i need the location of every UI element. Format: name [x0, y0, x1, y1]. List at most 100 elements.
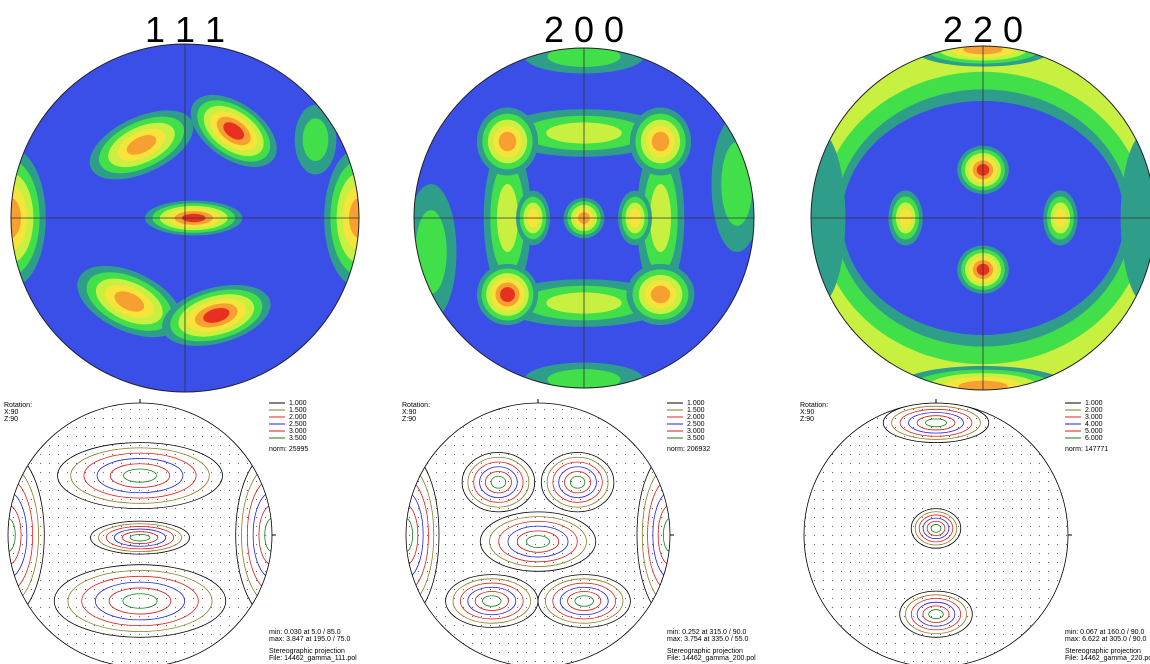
legend-label: 2.000 — [687, 414, 705, 421]
intensity-region — [650, 285, 671, 304]
panel-title: 2 2 0 — [943, 9, 1023, 50]
max-label: max: 3.847 at 195.0 / 75.0 — [269, 636, 350, 643]
contour-line — [489, 516, 587, 567]
panel-title: 1 1 1 — [145, 9, 225, 50]
contour-line — [930, 524, 942, 533]
contour-line — [473, 461, 524, 503]
legend-label: 5.000 — [1085, 428, 1103, 435]
intensity-region — [651, 131, 670, 152]
legend-label: 2.500 — [289, 421, 307, 428]
legend-label: 1.000 — [1085, 400, 1103, 407]
contour-line — [891, 405, 981, 440]
contour-line — [663, 518, 670, 552]
contour-line — [467, 456, 530, 508]
intensity-region — [114, 291, 145, 312]
intensity-region — [223, 122, 245, 140]
legend-label: 6.000 — [1085, 435, 1103, 442]
projection-label: Stereographic projection — [667, 648, 743, 655]
contour-line — [910, 508, 962, 549]
contour-line — [925, 418, 947, 428]
intensity-region — [302, 118, 329, 162]
contour-line — [916, 601, 956, 627]
contour-line — [121, 531, 159, 544]
legend-label: 1.000 — [687, 400, 705, 407]
contour-line — [123, 468, 157, 483]
contour-line — [94, 581, 186, 621]
contour-line — [922, 605, 950, 623]
contour-line — [406, 478, 429, 592]
norm-label: norm: 25995 — [269, 446, 308, 453]
rotation-label: X:90 — [800, 409, 815, 416]
contour-line — [567, 591, 602, 611]
panel-title: 2 0 0 — [544, 9, 624, 50]
rotation-label: Rotation: — [4, 402, 32, 409]
contour-line — [899, 408, 973, 437]
contour-line — [922, 517, 950, 540]
contour-line — [882, 403, 990, 443]
contour-line — [129, 533, 151, 542]
contour-line — [8, 465, 39, 605]
outline — [10, 43, 360, 393]
intensity-region — [498, 131, 517, 152]
contour-line — [552, 461, 603, 503]
min-label: min: 0.067 at 160.0 / 90.0 — [1065, 629, 1144, 636]
contour-line — [108, 587, 172, 615]
contour-line — [905, 594, 967, 635]
contour-line — [636, 452, 670, 618]
legend-label: 3.500 — [289, 435, 307, 442]
contour-line — [83, 452, 197, 499]
contour-line — [926, 520, 946, 536]
contour-line — [98, 523, 182, 552]
rotation-label: Z:90 — [800, 416, 814, 423]
contour-line — [8, 491, 28, 579]
intensity-region — [126, 135, 157, 155]
intensity-region — [11, 185, 28, 251]
intensity-region — [415, 210, 447, 294]
min-label: min: 0.252 at 315.0 / 90.0 — [667, 629, 746, 636]
contour-line — [406, 518, 413, 552]
panel: 1 1 1 Rotation:X:90Z:90 1.0001.5002.0002.5… — [4, 9, 360, 664]
contour-line — [559, 586, 609, 616]
contour-line — [914, 511, 958, 546]
contour-line — [258, 504, 272, 566]
norm-label: norm: 206932 — [667, 446, 710, 453]
legend-label: 1.500 — [289, 407, 307, 414]
contour-line — [67, 570, 213, 632]
legend-label: 3.000 — [289, 428, 307, 435]
contour-line — [546, 456, 609, 508]
contour-line — [507, 525, 569, 558]
contour-line — [467, 586, 517, 616]
contour-line — [482, 595, 502, 607]
contour-line — [899, 590, 973, 638]
contour-line — [916, 415, 956, 431]
contour-line — [57, 442, 223, 510]
file-label: File: 14462_gamma_200.pol — [667, 655, 756, 662]
file-label: File: 14462_gamma_220.pol — [1065, 655, 1150, 662]
legend-label: 2.500 — [687, 421, 705, 428]
contour-plot — [804, 403, 1068, 664]
legend-label: 4.000 — [1085, 421, 1103, 428]
contour-line — [70, 447, 210, 504]
legend-label: 1.000 — [289, 400, 307, 407]
legend-label: 2.000 — [289, 414, 307, 421]
contour-line — [564, 471, 592, 494]
file-label: File: 14462_gamma_111.pol — [269, 655, 357, 662]
contour-line — [569, 475, 586, 489]
contour-line — [558, 466, 597, 499]
pole-figure — [11, 44, 359, 392]
contour-line — [459, 582, 524, 620]
projection-label: Stereographic projection — [269, 648, 345, 655]
legend-label: 1.500 — [687, 407, 705, 414]
max-label: max: 3.754 at 335.0 / 55.0 — [667, 636, 748, 643]
contour-line — [452, 578, 532, 624]
legend-label: 3.500 — [687, 435, 705, 442]
contour-line — [406, 504, 419, 566]
contour-line — [574, 595, 594, 607]
contour-line — [910, 598, 962, 631]
contour-line — [8, 518, 16, 552]
contour-line — [526, 535, 550, 548]
contour-plot — [406, 403, 670, 664]
contour-line — [484, 471, 512, 494]
contour-line — [105, 526, 175, 550]
